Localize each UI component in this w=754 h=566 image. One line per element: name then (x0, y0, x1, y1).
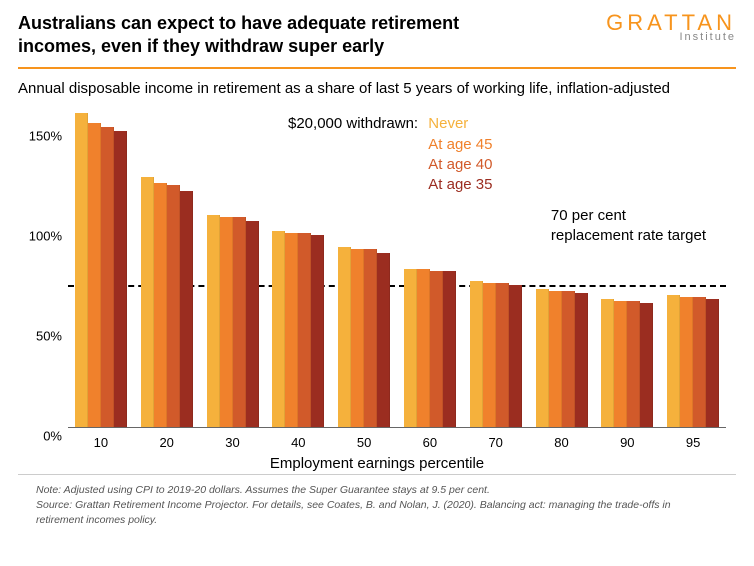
bar (693, 297, 706, 427)
bar (627, 301, 640, 427)
legend-item: At age 45 (428, 135, 492, 155)
ref-label-1: 70 per cent (551, 206, 706, 226)
bar-group (338, 247, 390, 427)
bar (470, 281, 483, 427)
bar (351, 249, 364, 427)
bar-group (601, 299, 653, 427)
bar (601, 299, 614, 427)
chart-title: Australians can expect to have adequate … (18, 12, 518, 59)
bar-group (470, 281, 522, 427)
legend-item: At age 40 (428, 155, 492, 175)
x-tick: 90 (620, 435, 634, 450)
bar (667, 295, 680, 427)
bar (680, 297, 693, 427)
bar (575, 293, 588, 427)
bar-group (141, 177, 193, 427)
bar (167, 185, 180, 427)
legend: $20,000 withdrawn: NeverAt age 45At age … (288, 114, 492, 195)
legend-items: NeverAt age 45At age 40At age 35 (428, 114, 492, 195)
ref-label-2: replacement rate target (551, 226, 706, 246)
bar (509, 285, 522, 427)
bar (417, 269, 430, 427)
footer-note: Note: Adjusted using CPI to 2019-20 doll… (36, 483, 718, 498)
x-axis-title: Employment earnings percentile (18, 455, 736, 472)
bar (364, 249, 377, 427)
bar (483, 283, 496, 427)
bar (141, 177, 154, 427)
bar (311, 235, 324, 427)
bar (207, 215, 220, 427)
brand-logo: GRATTAN Institute (606, 12, 736, 43)
x-tick: 50 (357, 435, 371, 450)
x-tick: 40 (291, 435, 305, 450)
bar (114, 131, 127, 427)
x-tick: 95 (686, 435, 700, 450)
bar (246, 221, 259, 427)
x-tick: 70 (488, 435, 502, 450)
y-tick: 50% (18, 329, 62, 344)
bar (180, 191, 193, 427)
x-tick: 60 (423, 435, 437, 450)
legend-item: At age 35 (428, 175, 492, 195)
chart-subtitle: Annual disposable income in retirement a… (0, 69, 754, 99)
bar (220, 217, 233, 427)
y-tick: 150% (18, 129, 62, 144)
bar-group (207, 215, 259, 427)
legend-prefix: $20,000 withdrawn: (288, 115, 418, 132)
y-tick: 0% (18, 429, 62, 444)
bar (430, 271, 443, 427)
bar (75, 113, 88, 427)
bar (706, 299, 719, 427)
legend-item: Never (428, 114, 492, 134)
bar (101, 127, 114, 427)
bar (614, 301, 627, 427)
x-tick: 30 (225, 435, 239, 450)
bar (640, 303, 653, 427)
bar-group (404, 269, 456, 427)
bar (338, 247, 351, 427)
bar-group (667, 295, 719, 427)
bar (549, 291, 562, 427)
bar (272, 231, 285, 427)
bar (88, 123, 101, 427)
footer-source: Source: Grattan Retirement Income Projec… (36, 498, 718, 527)
bar (496, 283, 509, 427)
bar (298, 233, 311, 427)
x-tick: 20 (159, 435, 173, 450)
header: Australians can expect to have adequate … (0, 0, 754, 59)
bar (154, 183, 167, 427)
bar-group (75, 113, 127, 427)
bar-group (536, 289, 588, 427)
bar (536, 289, 549, 427)
chart: $20,000 withdrawn: NeverAt age 45At age … (18, 108, 736, 468)
bar (377, 253, 390, 427)
footer: Note: Adjusted using CPI to 2019-20 doll… (18, 474, 736, 527)
x-tick: 10 (94, 435, 108, 450)
reference-label: 70 per cent replacement rate target (551, 206, 706, 245)
y-tick: 100% (18, 229, 62, 244)
bar (443, 271, 456, 427)
bar (233, 217, 246, 427)
bar-group (272, 231, 324, 427)
bar (404, 269, 417, 427)
bar (285, 233, 298, 427)
bar (562, 291, 575, 427)
x-tick: 80 (554, 435, 568, 450)
